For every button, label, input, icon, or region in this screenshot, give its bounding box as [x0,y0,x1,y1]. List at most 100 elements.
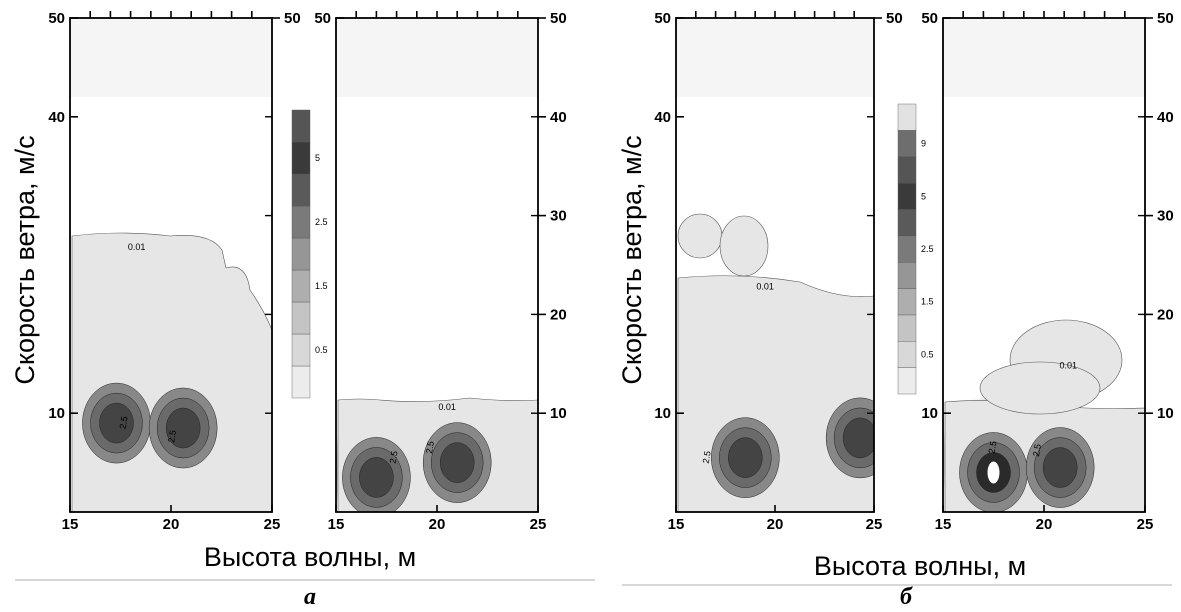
colorbar-label: 5 [315,153,320,163]
x-tick-label: 20 [163,516,180,533]
y-tick-label-right: 50 [886,10,903,27]
contour-core [439,442,475,483]
upper-band [943,18,1145,98]
contour-label: 2.5 [166,429,178,443]
y-tick-label-left: 10 [654,405,671,422]
colorbar-label: 1.5 [921,297,934,307]
x-tick-label: 15 [62,516,79,533]
contour-label: 2.5 [388,450,400,464]
x-tick-label: 25 [264,516,281,533]
colorbar-label: 0.5 [315,345,328,355]
xlabel-b: Высота волны, м [814,551,1026,581]
colorbar-cell [291,109,311,143]
colorbar-cell [897,103,917,131]
contour-field [336,397,538,512]
contour-extra [677,213,723,259]
contour-label: 0.01 [756,282,774,292]
upper-band [676,18,874,98]
y-tick-label-right: 40 [1157,109,1174,126]
y-tick-label-right: 50 [1157,10,1174,27]
contour-field [71,232,272,512]
colorbar-b: 0.5 1.5 2.5 5 9 [897,103,934,395]
y-tick-label-right: 10 [550,405,567,422]
y-tick-label-left: 50 [921,10,938,27]
y-tick-label-left: 50 [314,10,331,27]
contour-outer [677,275,874,512]
x-tick-label: 15 [668,516,685,533]
colorbar-a: 0.5 1.5 2.5 5 [291,109,328,399]
contour-core [842,417,874,459]
contour-label: 0.01 [1059,361,1077,371]
contour-label: 2.5 [118,416,130,430]
y-tick-label-left: 50 [48,10,65,27]
colorbar-cell [897,341,917,368]
y-tick-label-left: 40 [654,109,671,126]
contour-core [359,457,394,498]
y-tick-label-right: 40 [550,109,567,126]
x-tick-label: 20 [1036,516,1053,533]
colorbar-cell [291,205,311,239]
xlabel-a: Высота волны, м [204,542,416,572]
colorbar-label: 9 [921,139,926,149]
ylabel-a: Скорость ветра, м/с [10,135,40,384]
colorbar-cell [291,365,311,399]
colorbar-cell [291,173,311,207]
contour-label: 0.01 [438,402,456,412]
colorbar-cell [291,269,311,303]
colorbar-cell [897,235,917,263]
contour-extra [719,215,769,277]
y-tick-label-left: 40 [48,109,65,126]
x-tick-label: 15 [935,516,952,533]
contour-label: 2.5 [987,440,999,454]
contour-label: 2.5 [701,450,713,464]
x-tick-label: 15 [328,516,345,533]
contour-core [99,402,134,444]
panel-b-left: 0.01 2.5 15 20 25 10 40 50 50 [654,10,902,533]
y-tick-label-right: 30 [550,208,567,225]
contour-label: 0.01 [128,242,146,252]
colorbar-cell [897,314,917,342]
colorbar-label: 1.5 [315,281,328,291]
panel-letter-a: а [304,584,316,610]
y-tick-label-left: 10 [48,405,65,422]
colorbar-cell [897,156,917,184]
y-tick-label-right: 30 [1157,208,1174,225]
y-tick-label-right: 50 [284,10,301,27]
colorbar-cell [897,182,917,210]
colorbar-cell [291,141,311,175]
colorbar-cell [897,130,917,157]
contour-core [728,437,763,478]
colorbar-cell [897,288,917,316]
panel-letter-b: б [900,584,913,610]
colorbar-cell [291,333,311,367]
colorbar-cell [291,237,311,271]
y-tick-label-right: 10 [1157,405,1174,422]
contour-outer [71,232,272,512]
contour-field [677,213,874,512]
colorbar-cell [897,261,917,289]
contour-extra [979,361,1101,415]
contour-peak [987,461,1000,484]
x-tick-label: 25 [1137,516,1154,533]
y-tick-label-right: 20 [550,306,567,323]
y-tick-label-right: 50 [550,10,567,27]
colorbar-cell [291,301,311,335]
contour-core [165,407,201,449]
panel-b-right: 0.01 2.5 2.5 15 20 25 10 50 10 20 30 40 50 [921,10,1173,533]
colorbar-label: 5 [921,191,926,201]
y-tick-label-left: 50 [654,10,671,27]
y-tick-label-right: 20 [1157,306,1174,323]
colorbar-cell [897,367,917,395]
x-tick-label: 20 [429,516,446,533]
colorbar-label: 0.5 [921,349,934,359]
contour-label: 2.5 [1031,443,1043,457]
y-tick-label-left: 10 [921,405,938,422]
colorbar-label: 2.5 [315,217,328,227]
x-tick-label: 25 [866,516,883,533]
x-tick-label: 20 [767,516,784,533]
colorbar-label: 2.5 [921,244,934,254]
upper-band [336,18,538,98]
ylabel-b: Скорость ветра, м/с [617,135,647,384]
colorbar-cell [897,209,917,237]
